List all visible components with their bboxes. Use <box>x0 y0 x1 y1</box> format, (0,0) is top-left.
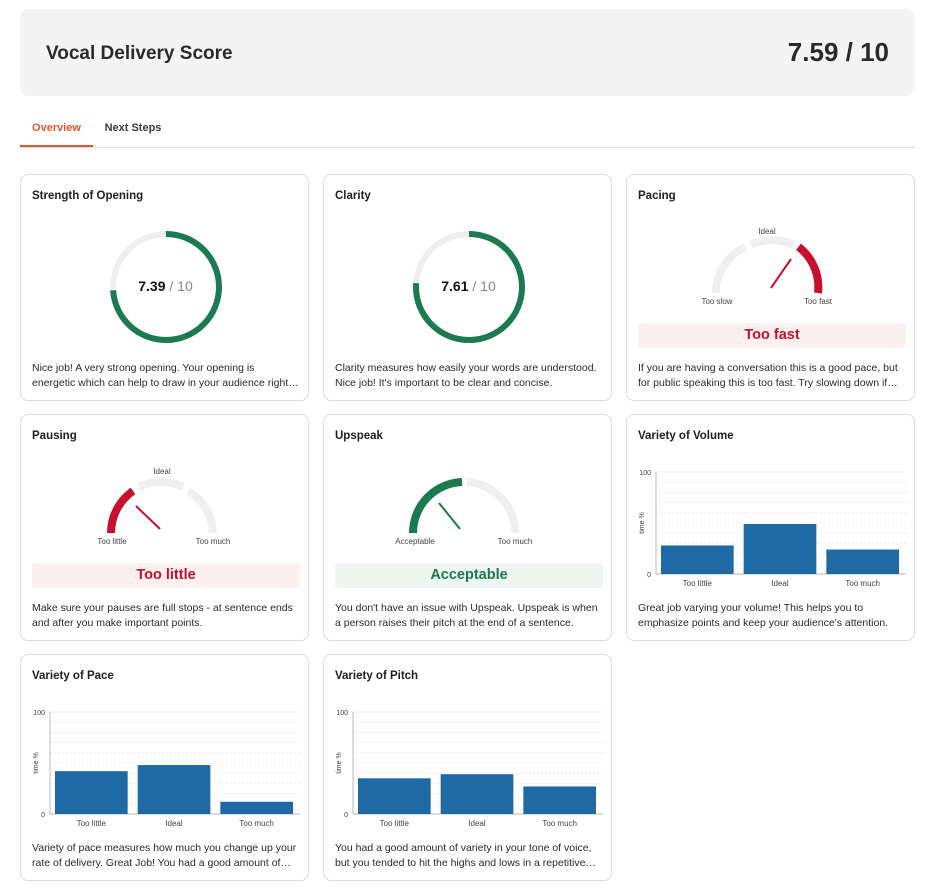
card-clarity[interactable]: Clarity 7.61 / 10 Clarity measures how e… <box>323 174 612 401</box>
score-label: 7.39 / 10 <box>21 278 310 294</box>
x-tick-label: Ideal <box>771 579 789 588</box>
card-description: Great job varying your volume! This help… <box>638 602 889 629</box>
gauge-needle <box>135 505 161 530</box>
card-strength-of-opening[interactable]: Strength of Opening 7.39 / 10 Nice job! … <box>20 174 309 401</box>
y-axis-label: time % <box>639 512 646 533</box>
gauge-label-mid: Ideal <box>758 227 776 236</box>
gauge-label-high: Too much <box>196 537 231 546</box>
y-tick-label: 100 <box>33 710 45 717</box>
verdict-badge: Acceptable <box>335 563 603 588</box>
card-title: Upspeak <box>335 430 383 442</box>
gauge-segment-mid <box>749 236 795 249</box>
score-header: Vocal Delivery Score 7.59 / 10 <box>20 9 915 96</box>
tab-next-steps[interactable]: Next Steps <box>104 122 162 134</box>
bar-too-much <box>826 549 899 574</box>
pitch-bar-chart: 0 100 time % Too little Ideal Too much <box>336 710 603 828</box>
card-description: Variety of pace measures how much you ch… <box>32 842 297 869</box>
bar-too-much <box>220 801 293 814</box>
card-description: Nice job! A very strong opening. Your op… <box>32 362 289 389</box>
gauge-label-low: Too little <box>97 537 127 546</box>
x-tick-label: Too much <box>239 819 274 828</box>
bar-too-much <box>523 786 596 814</box>
gauge-label-low: Too slow <box>701 297 732 306</box>
score-label: 7.61 / 10 <box>324 278 613 294</box>
card-title: Variety of Pace <box>32 670 114 682</box>
bar-ideal <box>137 765 211 814</box>
x-tick-label: Too little <box>77 819 107 828</box>
ring-progress <box>413 231 525 343</box>
x-tick-label: Too little <box>683 579 713 588</box>
pacing-gauge: Ideal Too slow Too fast <box>701 227 833 306</box>
card-description: If you are having a conversation this is… <box>638 362 898 389</box>
card-description: Clarity measures how easily your words a… <box>335 362 597 389</box>
pace-bar-chart: 0 100 time % Too little Ideal Too much <box>33 710 300 828</box>
gauge-label-mid: Ideal <box>153 467 171 476</box>
verdict-badge: Too fast <box>638 323 906 348</box>
x-tick-label: Ideal <box>165 819 183 828</box>
gauge-segment-mid <box>137 478 185 491</box>
y-tick-label: 0 <box>647 572 651 579</box>
card-title: Variety of Volume <box>638 430 734 442</box>
bar-too-little <box>661 545 734 574</box>
card-pausing[interactable]: Pausing Ideal Too little Too much Too li… <box>20 414 309 641</box>
score-value: 7.61 <box>441 278 469 294</box>
score-denominator: / 10 <box>472 278 496 294</box>
card-title: Strength of Opening <box>32 190 144 202</box>
volume-bar-chart: 0 100 time % Too little Ideal Too much <box>639 470 906 588</box>
gauge-label-high: Too much <box>498 537 533 546</box>
gauge-needle <box>770 258 792 289</box>
score-ring <box>413 231 525 343</box>
card-description: Make sure your pauses are full stops - a… <box>32 602 293 629</box>
gauge-segment-high <box>186 487 217 534</box>
y-axis-label: time % <box>33 752 40 773</box>
x-tick-label: Too much <box>542 819 577 828</box>
y-tick-label: 0 <box>344 812 348 819</box>
card-title: Pausing <box>32 430 77 442</box>
gauge-needle <box>438 502 461 530</box>
gauge-segment-low <box>408 478 463 534</box>
pausing-gauge: Ideal Too little Too much <box>97 467 231 546</box>
score-ring <box>110 231 222 343</box>
bar-ideal <box>743 524 817 574</box>
upspeak-gauge: Acceptable Too much <box>395 478 533 546</box>
card-variety-of-pitch[interactable]: Variety of Pitch 0 100 time % Too little Ide… <box>323 654 612 881</box>
card-pacing[interactable]: Pacing Ideal Too slow Too fast Too fast … <box>626 174 915 401</box>
gauge-label-low: Acceptable <box>395 537 435 546</box>
tab-overview[interactable]: Overview <box>20 110 93 147</box>
card-description: You don't have an issue with Upspeak. Up… <box>335 602 598 629</box>
y-tick-label: 0 <box>41 812 45 819</box>
x-tick-label: Too little <box>380 819 410 828</box>
score-value: 7.39 <box>138 278 166 294</box>
score-denominator: / 10 <box>169 278 193 294</box>
gauge-segment-high <box>466 478 520 534</box>
x-tick-label: Too much <box>845 579 880 588</box>
gauge-segment-low <box>712 243 748 294</box>
y-axis-label: time % <box>336 752 343 773</box>
card-upspeak[interactable]: Upspeak Acceptable Too much Acceptable Y… <box>323 414 612 641</box>
verdict-badge: Too little <box>32 563 300 588</box>
card-variety-of-pace[interactable]: Variety of Pace 0 100 time % Too little Idea… <box>20 654 309 881</box>
bar-too-little <box>55 771 128 814</box>
y-tick-label: 100 <box>336 710 348 717</box>
y-tick-label: 100 <box>639 470 651 477</box>
tab-bar: Overview Next Steps <box>20 110 915 148</box>
bar-too-little <box>358 778 431 814</box>
ring-progress <box>110 231 222 343</box>
card-description: You had a good amount of variety in your… <box>335 842 592 869</box>
gauge-segment-high <box>795 243 823 294</box>
page-title: Vocal Delivery Score <box>46 43 233 64</box>
overall-score: 7.59 / 10 <box>787 37 889 67</box>
bar-ideal <box>440 774 514 814</box>
card-title: Pacing <box>638 190 676 202</box>
gauge-label-high: Too fast <box>804 297 833 306</box>
x-tick-label: Ideal <box>468 819 486 828</box>
gauge-segment-low <box>106 487 136 534</box>
card-title: Variety of Pitch <box>335 670 419 682</box>
card-variety-of-volume[interactable]: Variety of Volume 0 100 time % Too little Id… <box>626 414 915 641</box>
card-title: Clarity <box>335 190 371 202</box>
